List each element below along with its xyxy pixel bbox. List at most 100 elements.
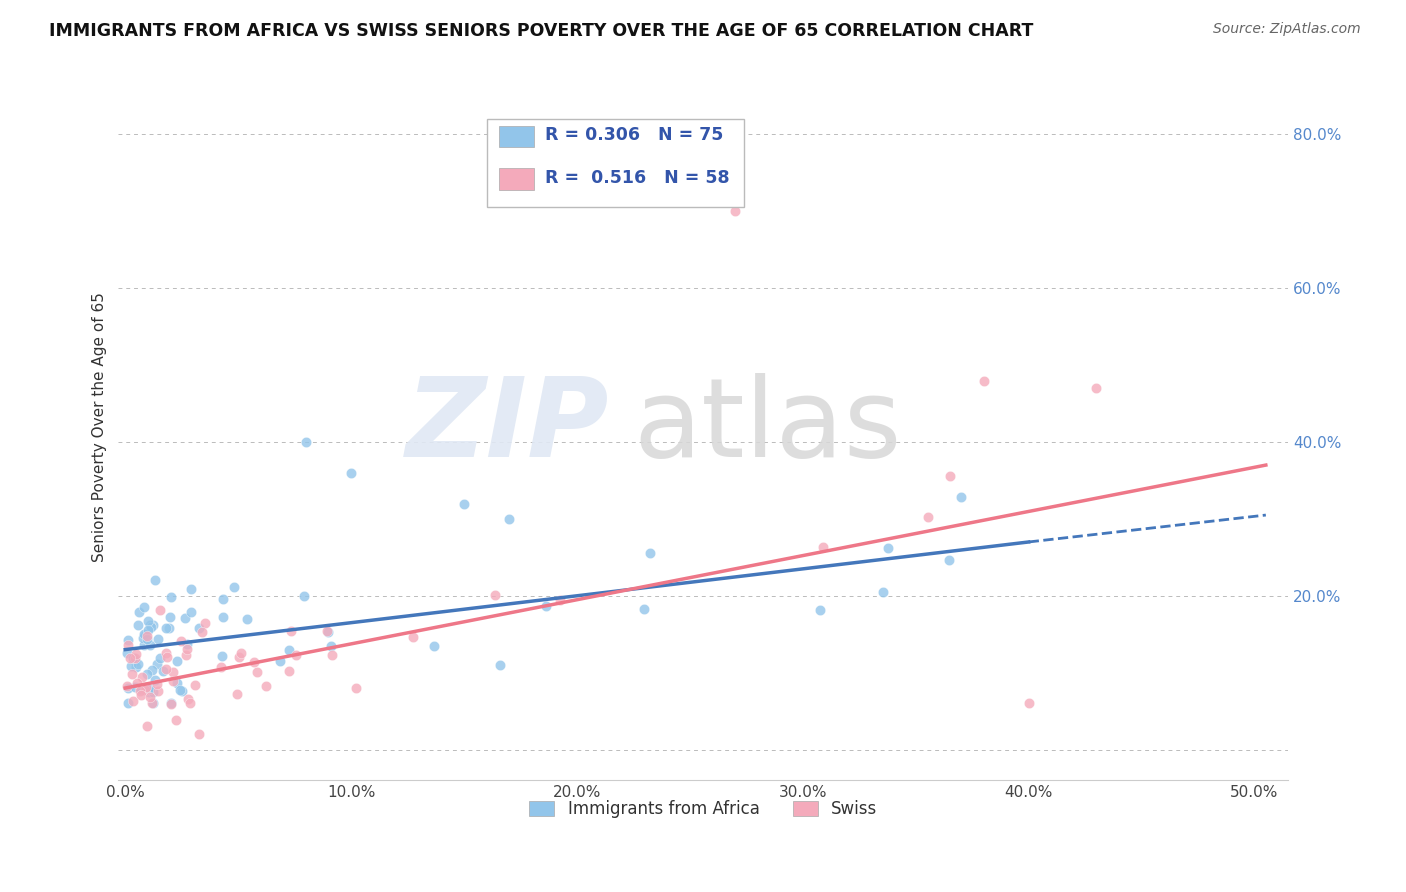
Point <box>117 638 139 652</box>
Point <box>135 667 157 681</box>
Point <box>120 659 142 673</box>
Point <box>176 637 198 651</box>
Point <box>194 615 217 630</box>
Point <box>160 697 183 711</box>
Point <box>145 657 167 671</box>
Point <box>917 510 939 524</box>
Point <box>724 204 747 219</box>
Point <box>321 648 343 663</box>
Point <box>284 648 307 662</box>
Point <box>295 435 318 450</box>
Point <box>316 624 339 638</box>
Point <box>228 650 250 665</box>
Legend: Immigrants from Africa, Swiss: Immigrants from Africa, Swiss <box>523 794 884 825</box>
Point <box>222 580 245 594</box>
Point <box>155 646 177 660</box>
Text: R = 0.306   N = 75: R = 0.306 N = 75 <box>546 127 724 145</box>
Point <box>136 624 159 638</box>
Point <box>179 696 201 710</box>
Point <box>180 605 202 619</box>
Point <box>122 650 145 665</box>
Point <box>212 610 235 624</box>
Text: IMMIGRANTS FROM AFRICA VS SWISS SENIORS POVERTY OVER THE AGE OF 65 CORRELATION C: IMMIGRANTS FROM AFRICA VS SWISS SENIORS … <box>49 22 1033 40</box>
Point <box>148 684 170 698</box>
Point <box>117 646 139 660</box>
Point <box>236 612 259 626</box>
Point <box>211 592 233 607</box>
Point <box>484 588 506 602</box>
Point <box>134 628 156 642</box>
Point <box>141 696 163 710</box>
Point <box>170 634 193 648</box>
Point <box>149 650 172 665</box>
Point <box>344 681 367 696</box>
Point <box>124 680 146 694</box>
Point <box>160 697 183 711</box>
Point <box>142 617 165 632</box>
Point <box>136 628 159 642</box>
Point <box>132 631 155 645</box>
Text: R =  0.516   N = 58: R = 0.516 N = 58 <box>546 169 730 186</box>
Point <box>117 680 139 694</box>
Point <box>423 639 446 653</box>
Point <box>254 679 277 693</box>
Point <box>131 670 153 684</box>
Point <box>939 468 962 483</box>
Point <box>149 603 172 617</box>
Point <box>191 624 214 639</box>
Point <box>184 678 207 692</box>
Point <box>488 657 510 672</box>
Point <box>278 664 301 678</box>
Point <box>162 674 184 689</box>
Point <box>938 552 960 566</box>
Point <box>121 666 143 681</box>
Point <box>638 546 661 560</box>
Point <box>242 655 264 669</box>
Point <box>155 662 177 676</box>
Point <box>124 650 146 665</box>
Point <box>188 621 211 635</box>
Point <box>127 676 149 690</box>
Y-axis label: Seniors Poverty Over the Age of 65: Seniors Poverty Over the Age of 65 <box>93 292 107 562</box>
Point <box>808 603 831 617</box>
Point <box>125 660 148 674</box>
Point <box>129 688 152 702</box>
Point <box>872 584 894 599</box>
Point <box>173 611 195 625</box>
Point <box>187 727 209 741</box>
Point <box>138 681 160 696</box>
FancyBboxPatch shape <box>486 119 744 207</box>
Point <box>170 684 193 698</box>
Point <box>132 627 155 641</box>
Point <box>633 602 655 616</box>
Point <box>246 665 269 679</box>
Point <box>135 680 157 694</box>
Point <box>159 591 181 605</box>
Point <box>138 684 160 698</box>
Text: ZIP: ZIP <box>406 373 610 480</box>
Point <box>138 618 160 632</box>
Point <box>498 512 520 526</box>
Point <box>229 647 252 661</box>
Point <box>340 466 363 480</box>
Text: Source: ZipAtlas.com: Source: ZipAtlas.com <box>1213 22 1361 37</box>
Point <box>122 694 145 708</box>
Point <box>316 624 339 639</box>
Point <box>124 647 146 661</box>
Point <box>128 683 150 698</box>
Point <box>973 374 995 388</box>
Point <box>811 541 834 555</box>
Point <box>174 648 197 663</box>
Point <box>127 617 149 632</box>
Point <box>117 633 139 648</box>
Point <box>209 660 232 674</box>
Point <box>280 624 302 638</box>
Point <box>453 496 475 510</box>
Point <box>548 592 571 607</box>
Point <box>128 605 150 619</box>
Point <box>180 582 202 596</box>
Point <box>136 614 159 628</box>
Point <box>157 621 180 635</box>
Point <box>143 673 166 687</box>
Point <box>132 600 155 615</box>
